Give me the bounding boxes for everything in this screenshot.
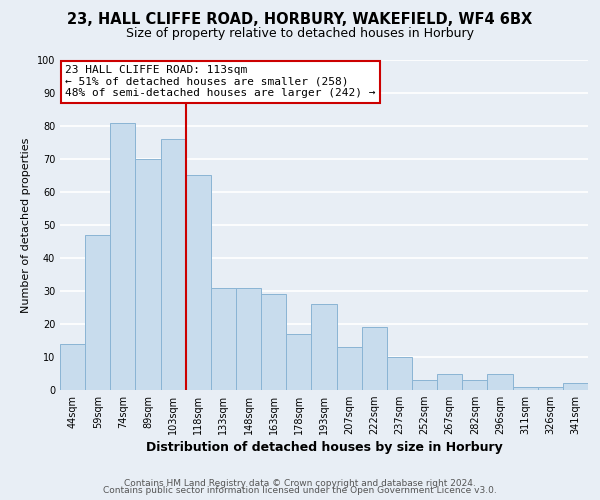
Bar bbox=[186, 176, 211, 390]
Bar bbox=[236, 288, 261, 390]
Bar bbox=[161, 139, 186, 390]
Text: Contains public sector information licensed under the Open Government Licence v3: Contains public sector information licen… bbox=[103, 486, 497, 495]
Bar bbox=[110, 122, 136, 390]
Bar bbox=[387, 357, 412, 390]
Bar bbox=[286, 334, 311, 390]
Bar bbox=[437, 374, 462, 390]
Bar bbox=[362, 328, 387, 390]
Bar bbox=[60, 344, 85, 390]
Bar bbox=[487, 374, 512, 390]
Bar bbox=[462, 380, 487, 390]
Text: 23 HALL CLIFFE ROAD: 113sqm
← 51% of detached houses are smaller (258)
48% of se: 23 HALL CLIFFE ROAD: 113sqm ← 51% of det… bbox=[65, 65, 376, 98]
X-axis label: Distribution of detached houses by size in Horbury: Distribution of detached houses by size … bbox=[146, 442, 502, 454]
Text: Contains HM Land Registry data © Crown copyright and database right 2024.: Contains HM Land Registry data © Crown c… bbox=[124, 478, 476, 488]
Text: 23, HALL CLIFFE ROAD, HORBURY, WAKEFIELD, WF4 6BX: 23, HALL CLIFFE ROAD, HORBURY, WAKEFIELD… bbox=[67, 12, 533, 28]
Bar bbox=[538, 386, 563, 390]
Bar bbox=[261, 294, 286, 390]
Bar bbox=[136, 159, 161, 390]
Bar bbox=[563, 384, 588, 390]
Bar bbox=[311, 304, 337, 390]
Bar bbox=[211, 288, 236, 390]
Y-axis label: Number of detached properties: Number of detached properties bbox=[21, 138, 31, 312]
Bar bbox=[85, 235, 110, 390]
Bar bbox=[412, 380, 437, 390]
Bar bbox=[337, 347, 362, 390]
Text: Size of property relative to detached houses in Horbury: Size of property relative to detached ho… bbox=[126, 28, 474, 40]
Bar bbox=[512, 386, 538, 390]
